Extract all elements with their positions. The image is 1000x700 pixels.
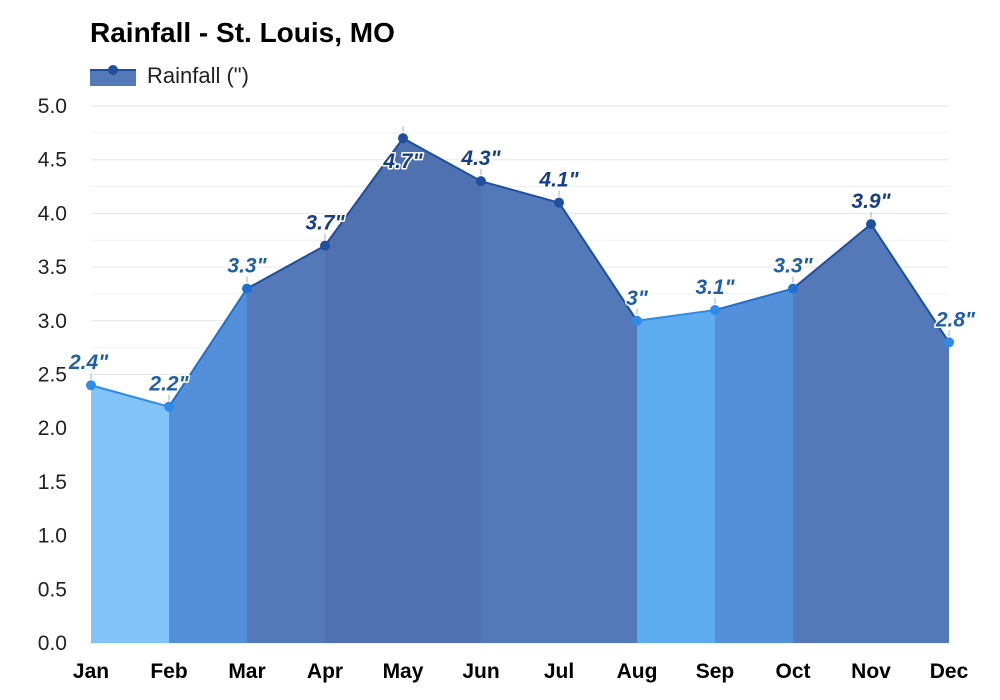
line-segment <box>558 202 638 322</box>
area-band-mar <box>247 245 325 643</box>
y-tick-label: 2.0 <box>38 417 67 440</box>
data-point-sep <box>710 305 720 316</box>
area-band-feb <box>169 288 247 643</box>
line-segment <box>168 288 248 408</box>
data-point-mar <box>242 283 252 294</box>
x-tick-label-may: May <box>383 660 424 683</box>
data-label-mar: 3.3" <box>227 255 267 278</box>
y-tick-label: 1.5 <box>38 471 67 494</box>
y-tick-label: 4.0 <box>38 202 67 225</box>
y-tick-label: 4.5 <box>38 149 67 172</box>
y-tick-label: 1.0 <box>38 525 67 548</box>
legend-marker <box>108 65 118 75</box>
data-label-jan: 2.4" <box>68 351 109 374</box>
y-tick-label: 2.5 <box>38 364 67 387</box>
line-segment <box>324 137 404 247</box>
data-label-may: 4.7" <box>382 150 423 173</box>
chart-title: Rainfall - St. Louis, MO <box>90 17 395 48</box>
y-tick-label: 5.0 <box>38 95 67 118</box>
x-tick-label-sep: Sep <box>696 660 735 683</box>
line-segment <box>870 223 950 343</box>
data-label-sep: 3.1" <box>695 276 735 299</box>
data-point-dec <box>944 337 954 348</box>
data-point-jul <box>554 197 564 208</box>
data-label-oct: 3.3" <box>773 255 813 278</box>
x-tick-label-apr: Apr <box>307 660 343 683</box>
data-label-apr: 3.7" <box>305 212 345 235</box>
area-band-sep <box>715 288 793 643</box>
line-segment <box>636 309 716 322</box>
area-band-oct <box>793 224 871 643</box>
area-band-nov <box>871 224 949 643</box>
legend-swatch <box>90 70 136 86</box>
area-band-jul <box>559 202 637 643</box>
y-axis: 0.0 0.5 1.0 1.5 2.0 2.5 3.0 3.5 4.0 4.5 5.0 <box>38 95 67 655</box>
x-tick-label-feb: Feb <box>150 660 187 683</box>
data-point-jun <box>476 176 486 187</box>
data-point-jan <box>86 380 96 391</box>
area-band-jan <box>91 385 169 643</box>
y-tick-label: 3.0 <box>38 310 67 333</box>
x-tick-label-oct: Oct <box>775 660 810 683</box>
area-bands <box>91 138 949 643</box>
x-tick-label-jan: Jan <box>73 660 109 683</box>
data-label-aug: 3" <box>626 287 649 310</box>
line-segment <box>714 287 794 312</box>
data-point-feb <box>164 401 174 412</box>
data-label-jul: 4.1" <box>538 169 579 192</box>
x-axis: Jan Feb Mar Apr May Jun Jul Aug Sep Oct Nov Dec <box>73 660 969 683</box>
area-band-may <box>403 138 481 643</box>
line-segment <box>792 223 872 290</box>
data-point-aug <box>632 315 642 326</box>
x-tick-label-aug: Aug <box>617 660 658 683</box>
y-tick-label: 3.5 <box>38 256 67 279</box>
line-segment <box>90 384 170 408</box>
y-tick-label: 0.0 <box>38 632 67 655</box>
legend: Rainfall (") <box>90 63 249 88</box>
data-labels: 2.4" 2.2" 3.3" 3.7" 4.7" 4.3" 4.1" 3" 3.1" 3.3" 3.… <box>67 126 978 401</box>
y-tick-label: 0.5 <box>38 578 67 601</box>
data-point-oct <box>788 283 798 294</box>
series-line <box>90 137 950 408</box>
x-tick-label-dec: Dec <box>930 660 969 683</box>
line-segment <box>402 137 482 183</box>
area-band-jun <box>481 181 559 643</box>
line-segment <box>480 180 560 204</box>
line-segment <box>246 244 326 290</box>
data-point-apr <box>320 240 330 251</box>
legend-label: Rainfall (") <box>147 63 249 88</box>
data-point-nov <box>866 219 876 230</box>
data-point-may <box>398 133 408 144</box>
data-label-dec: 2.8" <box>935 308 976 331</box>
x-tick-label-nov: Nov <box>851 660 891 683</box>
x-tick-label-mar: Mar <box>228 660 265 683</box>
data-label-feb: 2.2" <box>148 373 189 396</box>
data-label-nov: 3.9" <box>851 190 891 213</box>
data-label-jun: 4.3" <box>460 147 501 170</box>
x-tick-label-jun: Jun <box>462 660 499 683</box>
area-band-apr <box>325 138 403 643</box>
data-points <box>86 133 954 412</box>
x-tick-label-jul: Jul <box>544 660 574 683</box>
area-band-aug <box>637 310 715 643</box>
